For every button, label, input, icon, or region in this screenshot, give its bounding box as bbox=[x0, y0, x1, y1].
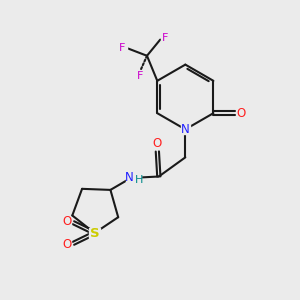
Text: H: H bbox=[135, 175, 143, 185]
Bar bbox=[126, 173, 141, 183]
Bar bbox=[181, 125, 190, 134]
Text: O: O bbox=[153, 137, 162, 150]
Bar bbox=[89, 228, 100, 238]
Text: N: N bbox=[181, 123, 190, 136]
Bar bbox=[62, 217, 71, 226]
Bar bbox=[135, 71, 144, 80]
Text: O: O bbox=[237, 107, 246, 120]
Text: F: F bbox=[136, 70, 143, 80]
Bar bbox=[237, 109, 246, 118]
Text: N: N bbox=[125, 172, 134, 184]
Text: O: O bbox=[62, 238, 72, 251]
Bar bbox=[161, 34, 170, 43]
Text: F: F bbox=[119, 44, 126, 53]
Text: F: F bbox=[162, 33, 169, 43]
Bar bbox=[62, 240, 71, 249]
Text: O: O bbox=[62, 215, 72, 228]
Text: S: S bbox=[90, 226, 99, 239]
Bar bbox=[118, 44, 127, 53]
Bar bbox=[153, 139, 162, 148]
